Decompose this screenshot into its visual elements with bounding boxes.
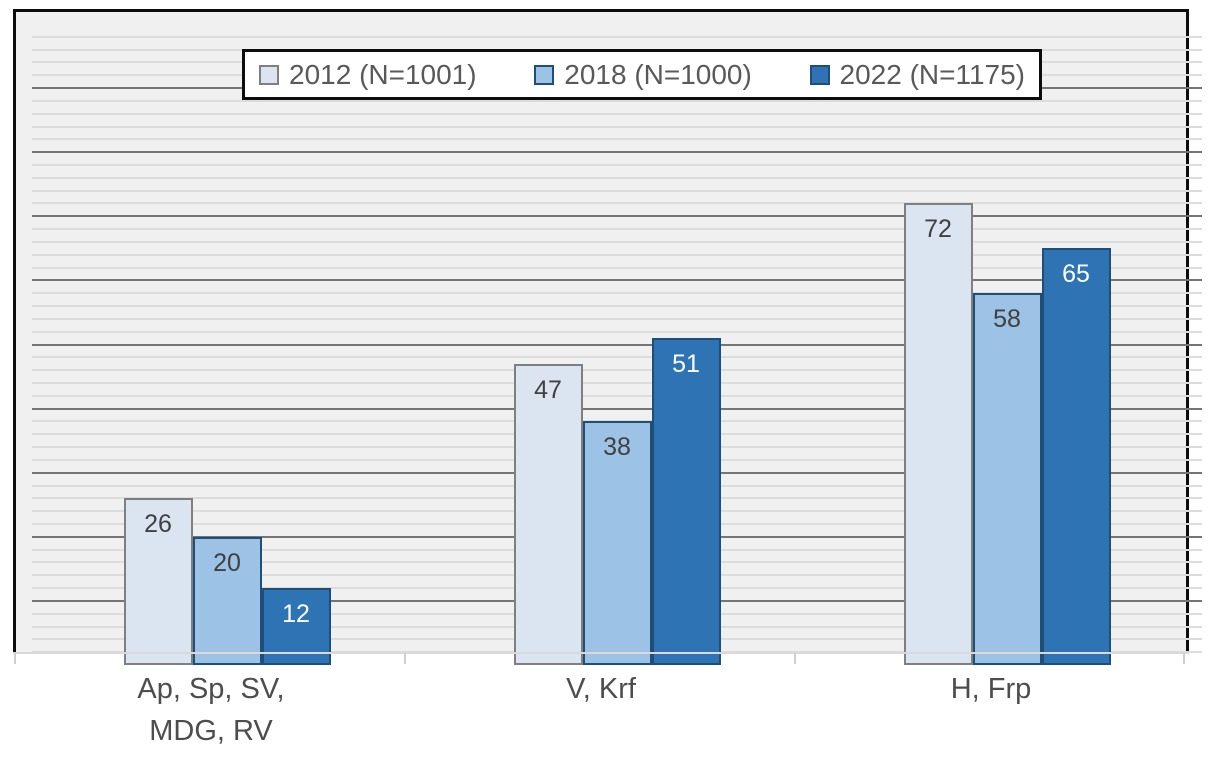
data-label: 65 — [1062, 260, 1090, 289]
legend-item-1: 2012 (N=1001) — [259, 59, 477, 91]
minor-gridline — [32, 266, 1202, 269]
bar-series1-cat2 — [513, 363, 583, 665]
legend-item-3: 2022 (N=1175) — [809, 58, 1026, 91]
minor-gridline — [32, 202, 1202, 205]
data-label: 51 — [672, 350, 700, 379]
category-label-3: H, Frp — [796, 668, 1186, 710]
legend-swatch-icon — [809, 64, 830, 85]
major-gridline — [32, 151, 1202, 154]
chart-legend: 2012 (N=1001) 2018 (N=1000) 2022 (N=1175) — [242, 49, 1042, 100]
plot-content: 26 20 12 47 38 51 72 58 65 — [32, 24, 1202, 665]
data-label: 72 — [924, 215, 952, 244]
major-gridline — [32, 407, 1202, 410]
data-label: 20 — [213, 548, 241, 577]
bar-series2-cat2 — [582, 421, 652, 665]
minor-gridline — [32, 138, 1202, 141]
minor-gridline — [32, 292, 1202, 295]
axis-tick — [794, 653, 796, 664]
legend-label: 2022 (N=1175) — [839, 58, 1026, 90]
legend-label: 2012 (N=1001) — [289, 58, 477, 90]
minor-gridline — [32, 394, 1202, 397]
minor-gridline — [32, 356, 1202, 359]
major-gridline — [32, 279, 1202, 282]
minor-gridline — [32, 240, 1202, 243]
bar-series1-cat3 — [903, 203, 973, 665]
minor-gridline — [32, 330, 1202, 333]
minor-gridline — [32, 99, 1202, 102]
bar-series3-cat3 — [1041, 248, 1111, 665]
x-axis-line — [13, 652, 1189, 654]
category-label-2: V, Krf — [406, 668, 796, 710]
minor-gridline — [32, 228, 1202, 231]
plot-area: 26 20 12 47 38 51 72 58 65 — [13, 9, 1202, 665]
data-label: 12 — [282, 600, 310, 629]
bar-series2-cat1 — [192, 536, 262, 665]
major-gridline — [32, 215, 1202, 218]
data-label: 58 — [993, 305, 1021, 334]
axis-tick — [1183, 653, 1185, 664]
bar-series2-cat3 — [972, 293, 1042, 665]
axis-tick — [14, 653, 16, 664]
minor-gridline — [32, 35, 1202, 38]
minor-gridline — [32, 381, 1202, 384]
minor-gridline — [32, 317, 1202, 320]
minor-gridline — [32, 420, 1202, 423]
legend-label: 2018 (N=1000) — [564, 58, 752, 90]
category-label-line: Ap, Sp, SV, — [137, 673, 285, 705]
minor-gridline — [32, 189, 1202, 192]
data-label: 38 — [603, 433, 631, 462]
minor-gridline — [32, 176, 1202, 179]
data-label: 26 — [144, 510, 172, 539]
major-gridline — [32, 343, 1202, 346]
legend-swatch-icon — [259, 64, 279, 85]
category-label-1: Ap, Sp, SV, MDG, RV — [16, 668, 406, 752]
minor-gridline — [32, 305, 1202, 308]
minor-gridline — [32, 112, 1202, 115]
minor-gridline — [32, 369, 1202, 372]
minor-gridline — [32, 125, 1202, 128]
legend-item-2: 2018 (N=1000) — [534, 59, 752, 91]
category-label-line: H, Frp — [950, 673, 1032, 705]
minor-gridline — [32, 164, 1202, 167]
bar-series1-cat1 — [123, 498, 193, 665]
axis-tick — [404, 653, 406, 664]
category-label-line: V, Krf — [566, 673, 636, 705]
category-label-line: MDG, RV — [149, 715, 273, 748]
minor-gridline — [32, 253, 1202, 256]
data-label: 47 — [534, 375, 562, 404]
legend-swatch-icon — [534, 64, 555, 85]
bar-series3-cat2 — [651, 338, 721, 665]
